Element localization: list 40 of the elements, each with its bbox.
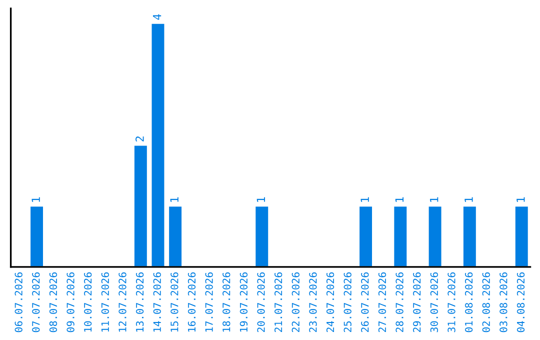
x-tick-label: 29.07.2026 — [413, 272, 421, 332]
x-tick-label: 31.07.2026 — [448, 272, 456, 332]
data-label: 1 — [360, 197, 369, 202]
x-tick-label: 09.07.2026 — [66, 272, 74, 332]
x-tick-label: 12.07.2026 — [118, 272, 126, 332]
x-tick-label: 27.07.2026 — [378, 272, 386, 332]
data-label: 1 — [32, 197, 40, 202]
data-label: 1 — [516, 197, 525, 202]
x-tick-label: 30.07.2026 — [430, 272, 438, 332]
data-label: 2 — [136, 136, 144, 142]
x-tick-label: 13.07.2026 — [136, 272, 144, 332]
x-tick-label: 23.07.2026 — [309, 272, 317, 332]
x-tick-label: 06.07.2026 — [14, 272, 22, 332]
data-label: 1 — [395, 197, 404, 202]
x-tick-label: 17.07.2026 — [205, 272, 213, 332]
x-tick-label: 25.07.2026 — [344, 272, 352, 332]
x-tick-label: 01.08.2026 — [464, 272, 473, 332]
x-tick-label: 15.07.2026 — [170, 272, 178, 332]
x-tick-label: 28.07.2026 — [396, 272, 404, 332]
x-tick-label: 10.07.2026 — [84, 272, 92, 332]
data-label: 1 — [256, 197, 265, 202]
x-tick-label: 24.07.2026 — [326, 272, 334, 332]
x-tick-label: 02.08.2026 — [482, 272, 490, 332]
x-tick-label: 07.07.2026 — [32, 272, 40, 332]
x-tick-label: 03.08.2026 — [500, 272, 508, 332]
x-tick-label: 04.08.2026 — [516, 272, 525, 332]
x-tick-label: 21.07.2026 — [274, 272, 282, 332]
x-tick-label: 08.07.2026 — [49, 272, 58, 332]
x-tick-label: 22.07.2026 — [292, 272, 300, 332]
x-tick-label: 18.07.2026 — [222, 272, 230, 332]
data-label: 1 — [170, 197, 178, 202]
x-tick-label: 14.07.2026 — [153, 272, 161, 332]
x-tick-label: 20.07.2026 — [257, 272, 265, 332]
data-label: 1 — [430, 197, 438, 202]
data-label: 1 — [464, 197, 473, 202]
x-tick-label: 19.07.2026 — [240, 272, 248, 332]
data-label: 4 — [152, 14, 162, 20]
x-tick-label: 16.07.2026 — [188, 272, 196, 332]
x-tick-label: 11.07.2026 — [101, 272, 110, 332]
x-tick-label: 26.07.2026 — [361, 272, 369, 332]
